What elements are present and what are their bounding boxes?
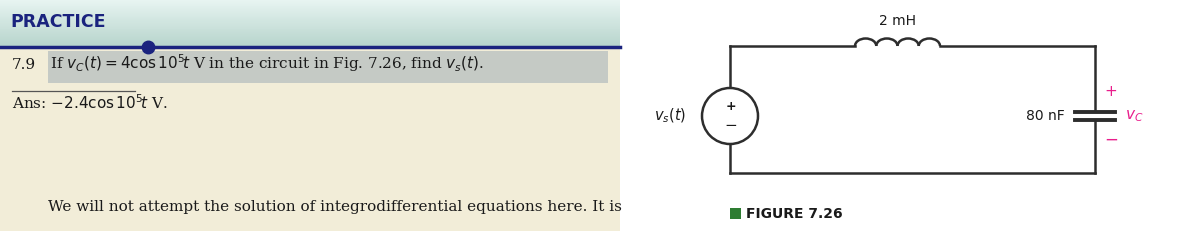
Bar	[0, 42, 620, 43]
Bar	[0, 41, 620, 42]
Text: 7.9: 7.9	[12, 58, 36, 72]
Bar	[0, 45, 620, 46]
Bar	[0, 6, 620, 7]
Text: PRACTICE: PRACTICE	[10, 13, 106, 31]
Text: $v_s(t)$: $v_s(t)$	[654, 107, 686, 125]
Bar	[0, 34, 620, 35]
Bar	[0, 2, 620, 3]
Bar	[0, 3, 620, 4]
Text: −: −	[725, 119, 737, 134]
Bar	[0, 7, 620, 8]
Bar	[0, 14, 620, 15]
Bar	[0, 26, 620, 27]
Text: We will not attempt the solution of integrodifferential equations here. It is: We will not attempt the solution of inte…	[48, 200, 622, 214]
Bar	[0, 13, 620, 14]
Bar	[0, 35, 620, 36]
Bar	[0, 11, 620, 12]
Bar	[0, 22, 620, 23]
Text: −: −	[1104, 131, 1118, 149]
Text: 80 nF: 80 nF	[1026, 109, 1064, 123]
Bar	[0, 9, 620, 10]
Bar	[0, 27, 620, 28]
Bar	[0, 20, 620, 21]
Bar	[0, 43, 620, 44]
Text: +: +	[1105, 85, 1117, 100]
Bar	[0, 18, 620, 19]
Bar	[730, 208, 742, 219]
Text: $v_C$: $v_C$	[1126, 108, 1144, 124]
Bar	[0, 31, 620, 32]
Bar	[0, 28, 620, 29]
Bar	[0, 5, 620, 6]
Bar	[0, 10, 620, 11]
Text: FIGURE 7.26: FIGURE 7.26	[746, 207, 842, 221]
Bar	[0, 8, 620, 9]
Text: If $v_C(t) = 4\cos 10^5\!t$ V in the circuit in Fig. 7.26, find $v_s(t)$.: If $v_C(t) = 4\cos 10^5\!t$ V in the cir…	[50, 52, 484, 74]
Bar	[0, 38, 620, 39]
Bar	[0, 19, 620, 20]
Bar	[0, 44, 620, 45]
Bar	[0, 21, 620, 22]
Text: Ans: $-2.4\cos 10^5\!t$ V.: Ans: $-2.4\cos 10^5\!t$ V.	[12, 93, 168, 112]
Bar	[0, 12, 620, 13]
Bar	[0, 32, 620, 33]
Bar	[0, 36, 620, 37]
Bar	[48, 51, 608, 83]
Bar	[0, 40, 620, 41]
Text: +: +	[726, 100, 737, 113]
Bar	[0, 29, 620, 30]
Bar	[0, 46, 620, 231]
Bar	[0, 39, 620, 40]
Bar	[0, 25, 620, 26]
Bar	[0, 0, 620, 1]
Bar	[0, 15, 620, 16]
Text: 2 mH: 2 mH	[878, 14, 916, 28]
Bar	[0, 37, 620, 38]
Bar	[0, 24, 620, 25]
Bar	[0, 1, 620, 2]
Bar	[0, 33, 620, 34]
Bar	[0, 17, 620, 18]
Bar	[0, 30, 620, 31]
Bar	[0, 16, 620, 17]
Bar	[0, 4, 620, 5]
Bar	[0, 23, 620, 24]
